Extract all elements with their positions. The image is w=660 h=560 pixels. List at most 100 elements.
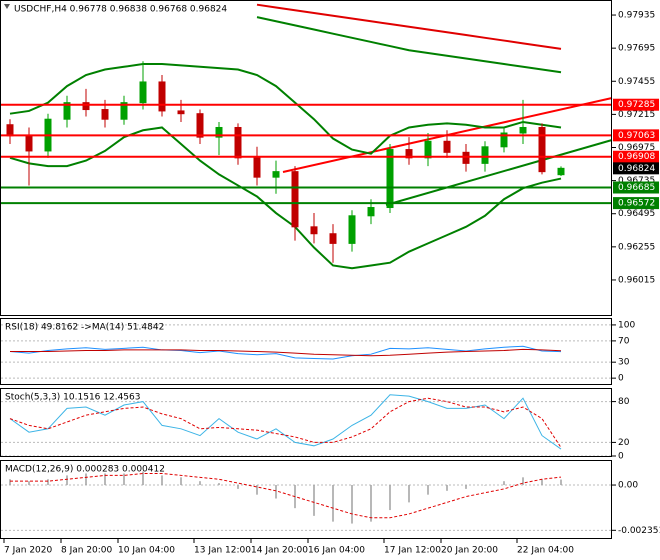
level-label: 0.97063 [618,131,655,141]
x-tick-label: 14 Jan 20:00 [251,546,308,556]
level-label: 0.96908 [618,152,655,162]
panel-title: RSI(18) 49.8162 ->MA(14) 51.4842 [5,323,164,333]
stoch-frame [0,388,612,457]
candle-body [82,102,90,111]
y-tick-label: 80 [618,397,630,407]
histogram-bar [484,485,486,486]
histogram-bar [161,475,163,486]
x-tick-label: 22 Jan 04:00 [517,546,574,556]
y-tick-label: 0.96015 [618,275,655,285]
candle-body [120,102,128,120]
level-box [613,197,659,210]
level-box [613,98,659,111]
histogram-bar [256,485,258,495]
histogram-bar [66,475,68,486]
histogram-bar [142,471,144,486]
y-tick-label: 20 [618,438,630,448]
series-line [10,472,562,519]
level-box [613,129,659,142]
histogram-bar [180,477,182,486]
symbol-icon [4,4,10,9]
histogram-bar [313,485,315,516]
main-frame [0,0,612,316]
trend-line [385,139,613,206]
candle-body [424,140,432,159]
level-box [613,150,659,163]
y-tick-label: 0.96975 [618,143,655,153]
histogram-bar [560,479,562,486]
histogram-bar [85,473,87,486]
candle-body [291,171,299,228]
candle-body [500,132,508,148]
histogram-bar [541,479,543,486]
histogram-bar [9,479,11,486]
histogram-bar [503,481,505,486]
x-tick-label: 16 Jan 04:00 [308,546,365,556]
candle-body [310,226,318,235]
x-tick-label: 20 Jan 20:00 [441,546,498,556]
candle-body [367,207,375,217]
y-tick-label: 0.97935 [618,11,655,21]
y-tick-label: 0.96255 [618,242,655,252]
macd-frame [0,460,612,539]
y-tick-label: 0.96735 [618,176,655,186]
candle-body [329,233,337,244]
histogram-bar [351,485,353,524]
candle-body [139,81,147,104]
histogram-bar [47,479,49,486]
histogram-bar [522,477,524,486]
level-label: 0.96685 [618,183,655,193]
candle-body [215,126,223,138]
candle-body [253,157,261,178]
candle-body [6,124,14,137]
candle-body [538,126,546,173]
candle-body [405,149,413,159]
histogram-bar [370,485,372,522]
y-tick-label: 70 [618,336,630,346]
y-tick-label: 0 [618,374,624,384]
histogram-bar [123,473,125,486]
y-tick-label: 0.96495 [618,209,655,219]
level-label: 0.97285 [618,100,655,110]
series-line [9,126,562,270]
content: 0.97935 0.97695 0.97455 0.97215 0.96975 0.967… [1,3,660,556]
panel-title: USDCHF,H4 0.96778 0.96838 0.96768 0.9682… [14,5,227,15]
candle-body [25,135,33,152]
series-line [10,348,562,357]
y-tick-label: -0.002351 [618,526,660,536]
candle-body [386,149,394,209]
histogram-bar [389,485,391,511]
candle-body [158,81,166,112]
candle-body [234,126,242,159]
candle-body [481,146,489,164]
bid-box [613,162,659,175]
histogram-bar [446,485,448,491]
y-tick-label: 0.97215 [618,110,655,120]
histogram-bar [408,485,410,503]
candle-body [519,126,527,134]
histogram-bar [199,481,201,486]
candle-body [443,140,451,153]
candle-body [462,151,470,164]
histogram-bar [28,481,30,486]
y-tick-label: 0.97695 [618,44,655,54]
rsi-frame [0,318,612,385]
x-tick-label: 17 Jan 12:00 [384,546,441,556]
level-box [613,181,659,194]
level-label: 0.96572 [618,199,655,209]
histogram-bar [218,483,220,486]
series-line [256,3,562,50]
panel-title: Stoch(5,3,3) 10.1516 12.4563 [5,393,140,403]
y-tick-label: 0 [618,452,624,462]
histogram-bar [332,485,334,522]
series-line [9,397,562,448]
series-line [9,63,562,155]
panel-title: MACD(12,26,9) 0.000283 0.000412 [5,465,165,475]
candle-body [63,102,71,120]
candle-body [557,167,565,176]
x-tick-label: 8 Jan 20:00 [61,546,113,556]
candle-body [272,171,280,178]
candle-body [101,109,109,120]
